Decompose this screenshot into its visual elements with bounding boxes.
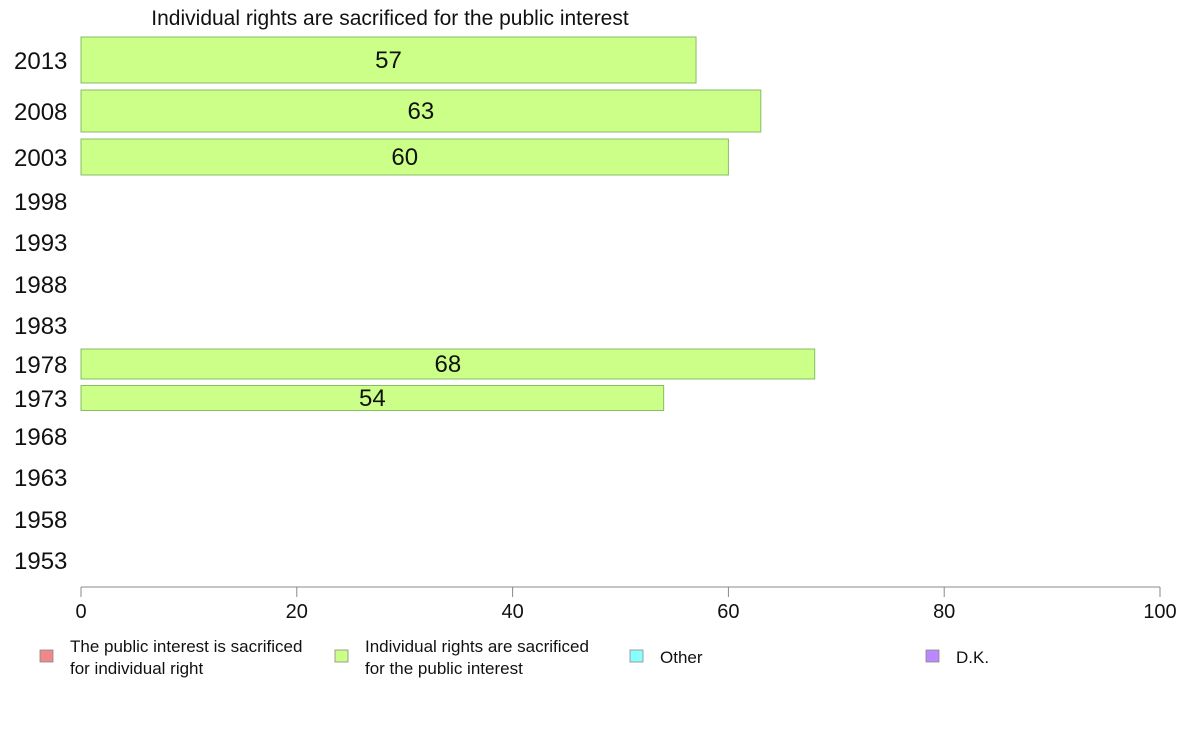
bar [80,89,762,133]
y-tick-label: 1968 [14,424,67,451]
x-tick-label: 20 [286,601,308,623]
legend-label-line2: for individual right [70,659,204,678]
y-tick-label: 1983 [14,313,67,340]
y-tick-label: 1988 [14,272,67,299]
x-tick-label: 100 [1143,601,1176,623]
chart-title: Individual rights are sacrificed for the… [151,7,629,30]
bar-value-label: 63 [408,98,435,125]
legend-label: D.K. [956,648,989,667]
bar-value-label: 68 [435,351,462,378]
y-tick-label: 1973 [14,386,67,413]
bar [80,138,729,176]
legend-swatch [39,649,54,663]
y-tick-label: 1953 [14,548,67,575]
y-tick-label: 1998 [14,189,67,216]
x-axis: 0 20 40 60 80 100 [75,586,1177,623]
bar [80,36,697,84]
bar-value-label: 60 [391,144,418,171]
y-tick-label: 1978 [14,352,67,379]
bar [80,348,816,380]
y-tick-label: 1963 [14,465,67,492]
legend: The public interest is sacrificed for ind… [39,637,989,678]
y-tick-label: 2013 [14,48,67,75]
y-tick-label: 2008 [14,99,67,126]
legend-label: The public interest is sacrificed [70,637,302,656]
legend-label: Individual rights are sacrificed [365,637,589,656]
y-axis-labels: 2013 2008 2003 1998 1993 1988 1983 1978 1973 1968… [14,48,67,575]
bar [80,385,665,411]
y-tick-label: 1993 [14,230,67,257]
x-tick-label: 60 [717,601,739,623]
legend-label-line2: for the public interest [365,659,523,678]
x-tick-label: 40 [501,601,523,623]
bar-value-label: 54 [359,385,386,412]
legend-swatch [334,649,349,663]
x-tick-label: 80 [933,601,955,623]
legend-swatch [629,649,644,663]
y-tick-label: 1958 [14,507,67,534]
legend-swatch [925,649,940,663]
legend-label: Other [660,648,703,667]
bar-value-label: 57 [375,47,402,74]
y-tick-label: 2003 [14,145,67,172]
x-tick-label: 0 [75,601,86,623]
